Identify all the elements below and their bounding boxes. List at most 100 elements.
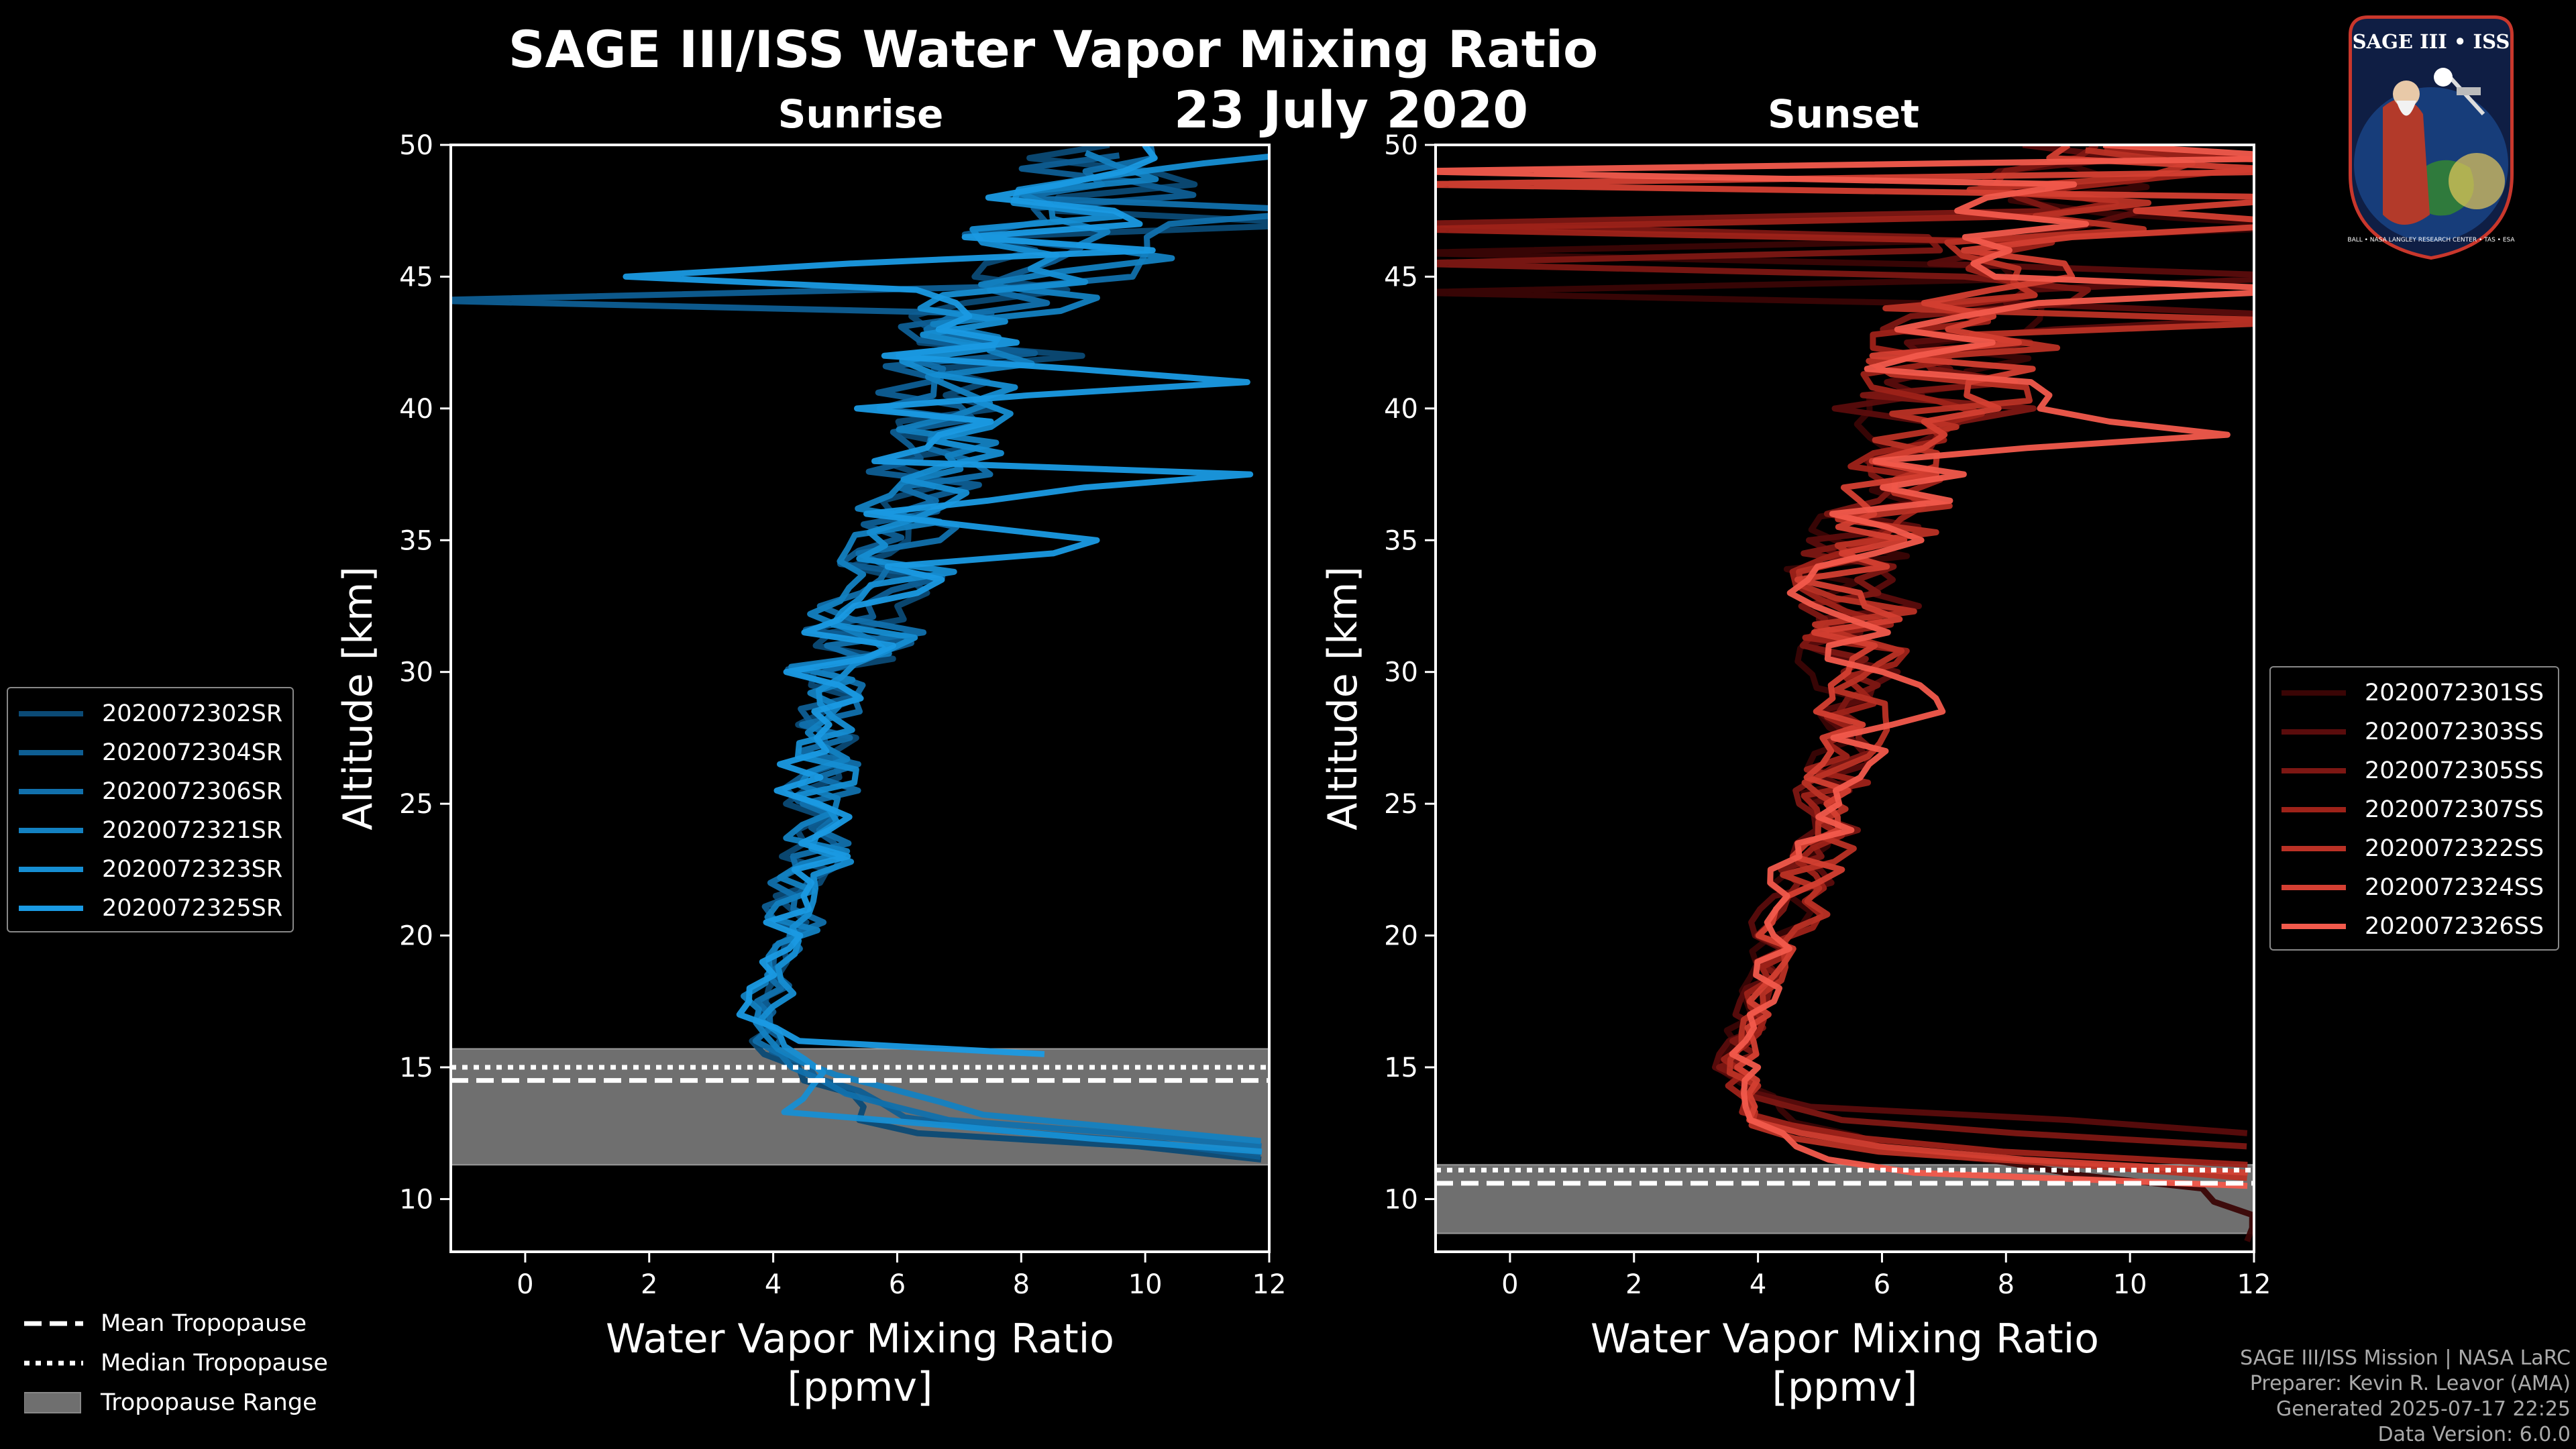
x-tick-label: 12 <box>1252 1269 1287 1300</box>
x-tick-label: 10 <box>2113 1269 2147 1300</box>
legend-item-2020072323SR: 2020072323SR <box>19 851 282 888</box>
legend-label: 2020072307SS <box>2365 796 2544 823</box>
legend-swatch <box>19 906 83 911</box>
legend-label: 2020072325SR <box>102 895 283 922</box>
legend-label: 2020072321SR <box>102 817 283 844</box>
x-axis-unit-label: [ppmv] <box>788 1364 933 1411</box>
mean-tropopause-label: Mean Tropopause <box>101 1310 307 1337</box>
x-tick-label: 0 <box>517 1269 533 1300</box>
footer-generated: Generated 2025-07-17 22:25 <box>2275 1397 2571 1421</box>
legend-swatch <box>19 828 83 833</box>
legend-swatch <box>19 867 83 872</box>
legend-label: 2020072326SS <box>2365 913 2544 940</box>
legend-label: 2020072301SS <box>2365 680 2544 706</box>
y-tick-label: 35 <box>399 525 433 556</box>
y-tick-label: 25 <box>399 789 433 820</box>
y-tick-label: 35 <box>1384 525 1418 556</box>
x-axis-unit-label: [ppmv] <box>1772 1364 1918 1411</box>
tropopause-range-band <box>1435 1164 2255 1234</box>
median-tropopause-legend-item: Median Tropopause <box>24 1344 328 1382</box>
legend-swatch <box>2282 807 2346 812</box>
legend-item-2020072303SS: 2020072303SS <box>2282 713 2544 751</box>
badge-ring-text: BALL • NASA LANGLEY RESEARCH CENTER • TA… <box>2347 237 2515 244</box>
y-tick-label: 15 <box>399 1053 433 1083</box>
legend-label: 2020072306SR <box>102 778 283 805</box>
legend-swatch <box>2282 768 2346 773</box>
y-axis-label: Altitude [km] <box>1320 566 1366 830</box>
x-tick-label: 6 <box>889 1269 906 1300</box>
tropopause-legend: Mean Tropopause Median Tropopause Tropop… <box>24 1305 400 1426</box>
x-tick-label: 2 <box>641 1269 657 1300</box>
gray-range-swatch <box>24 1392 81 1413</box>
legend-label: 2020072322SS <box>2365 835 2544 862</box>
y-tick-label: 40 <box>399 394 433 425</box>
sunrise-chart-panel: 0 2 4 6 8 10 12 10 15 20 25 30 35 40 45 50 Water Vapor M… <box>335 130 1287 1411</box>
x-tick-label: 12 <box>2237 1269 2271 1300</box>
y-tick-label: 25 <box>1384 789 1418 820</box>
series-line-2020072324SS <box>1436 145 2254 1176</box>
y-tick-label: 30 <box>399 657 433 688</box>
y-tick-label: 10 <box>1384 1184 1418 1215</box>
y-tick-label: 45 <box>1384 262 1418 292</box>
legend-swatch <box>19 711 83 716</box>
legend-swatch <box>19 750 83 755</box>
legend-label: 2020072303SS <box>2365 718 2544 745</box>
x-tick-label: 0 <box>1501 1269 1518 1300</box>
legend-swatch <box>2282 690 2346 696</box>
legend-label: 2020072324SS <box>2365 874 2544 901</box>
sunset-series-legend: 2020072301SS 2020072303SS 2020072305SS 2020… <box>2269 666 2559 951</box>
y-tick-label: 20 <box>1384 921 1418 952</box>
legend-swatch <box>2282 846 2346 851</box>
median-tropopause-label: Median Tropopause <box>101 1350 328 1377</box>
y-tick-label: 10 <box>399 1184 433 1215</box>
dotted-line-swatch <box>24 1360 83 1366</box>
legend-item-2020072321SR: 2020072321SR <box>19 812 282 849</box>
dashed-line-swatch <box>24 1321 83 1326</box>
y-tick-label: 40 <box>1384 394 1418 425</box>
legend-item-2020072302SR: 2020072302SR <box>19 695 282 733</box>
plot-frame <box>449 144 1271 1253</box>
legend-label: 2020072323SR <box>102 856 283 883</box>
legend-label: 2020072304SR <box>102 739 283 766</box>
y-tick-label: 15 <box>1384 1053 1418 1083</box>
legend-item-2020072326SS: 2020072326SS <box>2282 908 2544 945</box>
sunset-chart-panel: 0 2 4 6 8 10 12 10 15 20 25 30 35 40 45 50 Water Vapor M… <box>1320 130 2271 1411</box>
legend-label: 2020072305SS <box>2365 757 2544 784</box>
legend-swatch <box>2282 729 2346 735</box>
legend-swatch <box>2282 924 2346 929</box>
legend-swatch <box>19 789 83 794</box>
x-tick-label: 6 <box>1874 1269 1890 1300</box>
footer-version: Data Version: 6.0.0 <box>2377 1423 2571 1446</box>
y-tick-label: 45 <box>399 262 433 292</box>
y-tick-label: 50 <box>399 130 433 161</box>
x-tick-label: 2 <box>1625 1269 1642 1300</box>
x-tick-label: 4 <box>765 1269 782 1300</box>
sage-mission-badge-logo: SAGE III • ISS BALL • NASA LANGLEY RESEA… <box>2347 15 2515 260</box>
y-tick-label: 20 <box>399 921 433 952</box>
legend-item-2020072305SS: 2020072305SS <box>2282 752 2544 790</box>
badge-title-text: SAGE III • ISS <box>2353 30 2510 53</box>
y-tick-label: 30 <box>1384 657 1418 688</box>
tropopause-range-label: Tropopause Range <box>101 1389 317 1416</box>
series-line-2020072326SS <box>1436 145 2254 1189</box>
footer-preparer: Preparer: Kevin R. Leavor (AMA) <box>2249 1372 2571 1395</box>
x-tick-label: 8 <box>1013 1269 1030 1300</box>
legend-item-2020072306SR: 2020072306SR <box>19 773 282 810</box>
plot-frame <box>1434 144 2255 1253</box>
credits-footer: SAGE III/ISS Mission | NASA LaRC Prepare… <box>2240 1346 2571 1448</box>
legend-item-2020072304SR: 2020072304SR <box>19 734 282 771</box>
y-tick-label: 50 <box>1384 130 1418 161</box>
series-line-2020072325SR <box>623 145 1254 1057</box>
x-tick-label: 10 <box>1128 1269 1163 1300</box>
legend-label: 2020072302SR <box>102 700 283 727</box>
footer-mission: SAGE III/ISS Mission | NASA LaRC <box>2240 1346 2571 1370</box>
sunrise-panel-title: Sunrise <box>778 91 944 137</box>
sunset-panel-title: Sunset <box>1768 91 1919 137</box>
tropopause-range-legend-item: Tropopause Range <box>24 1384 317 1421</box>
x-tick-label: 4 <box>1750 1269 1766 1300</box>
sunrise-series-legend: 2020072302SR 2020072304SR 2020072306SR 2020… <box>7 687 294 932</box>
figure-title: SAGE III/ISS Water Vapor Mixing Ratio <box>508 19 1599 79</box>
legend-item-2020072322SS: 2020072322SS <box>2282 830 2544 867</box>
x-axis-label: Water Vapor Mixing Ratio <box>606 1316 1114 1362</box>
